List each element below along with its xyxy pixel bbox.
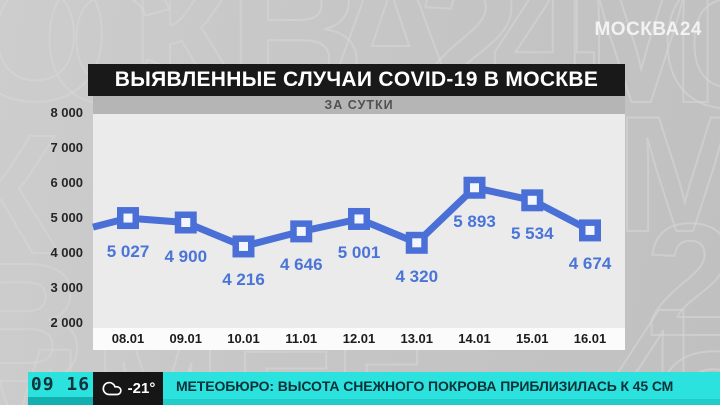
ticker-headline: МЕТЕОБЮРО: ВЫСОТА СНЕЖНОГО ПОКРОВА ПРИБЛ… [176,378,674,394]
temperature: -21° [127,380,156,397]
x-tick-label: 15.01 [515,331,549,346]
y-tick-label: 3 000 [50,280,83,295]
y-axis: 8 000 7 000 6 000 5 000 4 000 3 000 2 000 [0,105,88,330]
x-tick-label: 16.01 [573,331,607,346]
chart-title: ВЫЯВЛЕННЫЕ СЛУЧАИ COVID-19 В МОСКВЕ [88,64,625,96]
news-ticker: МЕТЕОБЮРО: ВЫСОТА СНЕЖНОГО ПОКРОВА ПРИБЛ… [163,372,720,405]
data-point-label: 5 027 [106,242,150,262]
y-tick-label: 7 000 [50,140,83,155]
weather-widget: -21° [93,372,163,405]
data-point-marker-inner [123,213,133,223]
data-point-label: 4 674 [568,254,612,274]
data-point-label: 4 320 [395,266,439,286]
chart-subtitle: ЗА СУТКИ [93,96,625,114]
x-axis: 08.01 09.01 10.01 11.01 12.01 13.01 14.01 15.01… [93,328,625,350]
data-point-marker-inner [181,218,191,227]
plot-area: 5 027 4 900 4 216 4 646 5 001 4 320 5 893 5 534… [92,114,625,328]
channel-logo: МОСКВА24 [594,19,702,40]
data-point-marker-inner [354,214,364,224]
clock: 09 16 [28,372,93,397]
x-tick-label: 13.01 [400,331,434,346]
line-series [92,176,601,258]
data-point-label: 5 534 [510,224,554,244]
y-tick-label: 6 000 [50,175,83,190]
x-tick-label: 12.01 [342,331,376,346]
data-point-label: 5 001 [337,242,381,262]
x-tick-label: 14.01 [458,331,491,346]
y-tick-label: 4 000 [50,245,83,260]
data-point-marker-inner [239,241,248,251]
data-point-marker-inner [470,183,479,193]
y-tick-label: 5 000 [50,210,83,225]
x-tick-label: 08.01 [111,331,145,346]
watermark-letter: 2 [645,190,720,369]
x-tick-label: 10.01 [227,331,260,346]
x-tick-label: 11.01 [285,331,318,346]
cloud-icon [102,381,122,395]
data-point-marker-inner [296,226,306,236]
data-point-label: 5 893 [453,211,496,231]
data-point-label: 4 900 [164,246,208,266]
x-tick-label: 09.01 [169,331,203,346]
y-tick-label: 8 000 [50,105,83,120]
clock-shadow [28,397,93,405]
data-point-label: 4 216 [222,270,265,290]
data-point-label: 4 646 [279,255,323,275]
data-point-marker-inner [585,225,595,235]
data-point-marker-inner [527,195,537,205]
y-tick-label: 2 000 [50,315,83,330]
watermark-letter: М [615,82,720,266]
data-point-marker-inner [412,238,422,248]
